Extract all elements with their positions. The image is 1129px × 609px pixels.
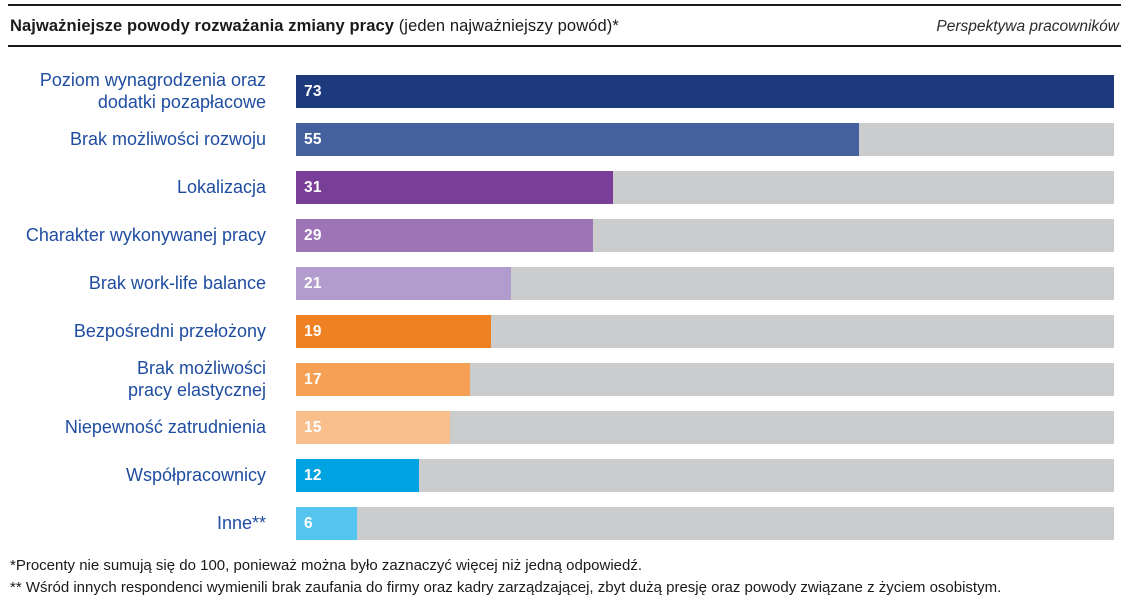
- bar-value: 31: [304, 178, 322, 196]
- chart-title: Najważniejsze powody rozważania zmiany p…: [10, 17, 619, 36]
- chart-row: Współpracownicy 12: [8, 459, 1114, 492]
- chart-row: Brak możliwości pracy elastycznej 17: [8, 358, 1114, 400]
- row-label: Poziom wynagrodzenia oraz dodatki pozapł…: [39, 70, 266, 112]
- bar-track: 12: [296, 459, 1114, 492]
- bar-value: 17: [304, 370, 322, 388]
- chart-title-note: (jeden najważniejszy powód)*: [394, 17, 619, 35]
- footnotes: *Procenty nie sumują się do 100, poniewa…: [8, 555, 1121, 599]
- header-divider: [8, 45, 1121, 47]
- row-label: Inne**: [216, 512, 266, 533]
- footnote-1: *Procenty nie sumują się do 100, poniewa…: [10, 557, 643, 574]
- bar-track: 21: [296, 267, 1114, 300]
- bar-chart: Poziom wynagrodzenia oraz dodatki pozapł…: [8, 70, 1121, 540]
- bar-value: 21: [304, 274, 322, 292]
- bar-fill: 31: [296, 171, 614, 204]
- bar-fill: 21: [296, 267, 512, 300]
- bar-value: 55: [304, 130, 322, 148]
- bar-fill: 55: [296, 123, 859, 156]
- row-label: Charakter wykonywanej pracy: [25, 224, 266, 245]
- bar-value: 19: [304, 322, 322, 340]
- bar-track: 29: [296, 219, 1114, 252]
- bar-fill: 19: [296, 315, 491, 348]
- bar-fill: 15: [296, 411, 450, 444]
- row-label: Lokalizacja: [176, 176, 266, 197]
- row-label: Współpracownicy: [125, 464, 266, 485]
- bar-fill: 29: [296, 219, 593, 252]
- bar-track: 17: [296, 363, 1114, 396]
- bar-track: 6: [296, 507, 1114, 540]
- chart-row: Brak możliwości rozwoju 55: [8, 123, 1114, 156]
- chart-title-main: Najważniejsze powody rozważania zmiany p…: [10, 17, 395, 35]
- footnote-2: ** Wśród innych respondenci wymienili br…: [10, 578, 1002, 596]
- bar-value: 12: [304, 466, 322, 484]
- bar-fill: 6: [296, 507, 358, 540]
- chart-row: Inne** 6: [8, 507, 1114, 540]
- bar-fill: 73: [296, 75, 1114, 108]
- chart-row: Bezpośredni przełożony 19: [8, 315, 1114, 348]
- bar-track: 31: [296, 171, 1114, 204]
- row-label: Bezpośredni przełożony: [73, 320, 266, 341]
- bar-track: 73: [296, 75, 1114, 108]
- bar-fill: 12: [296, 459, 419, 492]
- chart-row: Brak work-life balance 21: [8, 267, 1114, 300]
- bar-track: 55: [296, 123, 1114, 156]
- chart-row: Poziom wynagrodzenia oraz dodatki pozapł…: [8, 70, 1114, 112]
- row-label: Niepewność zatrudnienia: [64, 416, 266, 437]
- chart-row: Charakter wykonywanej pracy 29: [8, 219, 1114, 252]
- row-label: Brak work-life balance: [88, 272, 266, 293]
- row-label: Brak możliwości rozwoju: [69, 128, 266, 149]
- chart-row: Lokalizacja 31: [8, 171, 1114, 204]
- bar-track: 15: [296, 411, 1114, 444]
- bar-value: 29: [304, 226, 322, 244]
- bar-track: 19: [296, 315, 1114, 348]
- chart-row: Niepewność zatrudnienia 15: [8, 411, 1114, 444]
- bar-value: 6: [304, 514, 313, 532]
- bar-value: 73: [304, 82, 322, 100]
- bar-value: 15: [304, 418, 322, 436]
- chart-header: Najważniejsze powody rozważania zmiany p…: [8, 6, 1121, 45]
- row-label: Brak możliwości pracy elastycznej: [127, 358, 266, 400]
- perspective-label: Perspektywa pracowników: [936, 18, 1119, 35]
- top-divider: [8, 4, 1121, 6]
- bar-fill: 17: [296, 363, 471, 396]
